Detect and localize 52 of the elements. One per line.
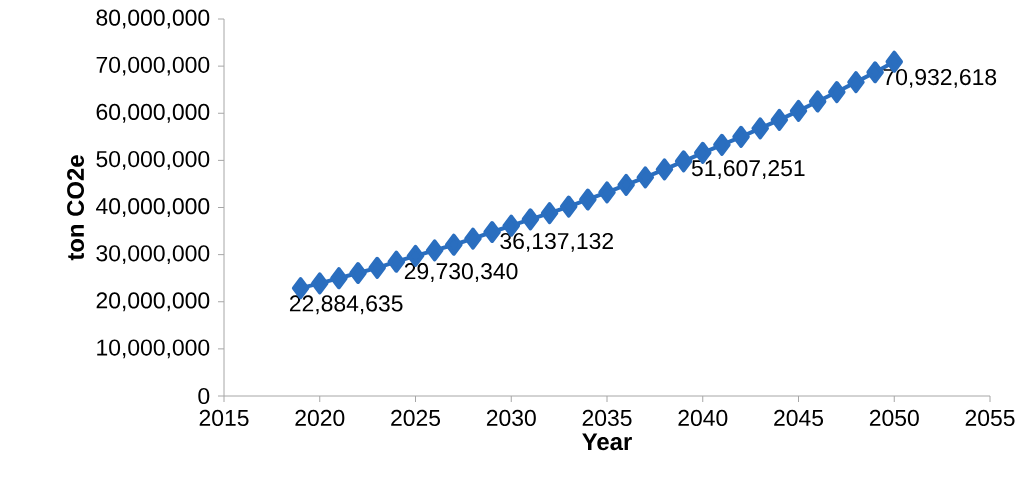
point xyxy=(655,158,674,181)
x-tick-label: 2025 xyxy=(391,409,441,427)
data-label: 29,730,340 xyxy=(404,263,518,283)
data-label: 70,932,618 xyxy=(883,68,997,88)
point xyxy=(387,250,406,273)
point xyxy=(598,181,616,204)
y-tick-label: 10,000,000 xyxy=(97,339,210,359)
point xyxy=(521,208,540,231)
point xyxy=(617,173,635,196)
point xyxy=(330,267,348,290)
point xyxy=(808,90,827,113)
point xyxy=(789,99,808,122)
point xyxy=(828,81,846,104)
point xyxy=(311,272,329,295)
data-label: 22,884,635 xyxy=(289,295,403,315)
point xyxy=(636,166,655,189)
point xyxy=(445,233,463,256)
x-tick-label: 2050 xyxy=(869,409,919,427)
point xyxy=(559,195,578,218)
y-tick-label: 50,000,000 xyxy=(96,150,210,170)
y-axis-title: ton CO2e xyxy=(67,155,85,261)
x-tick-label: 2015 xyxy=(199,409,249,427)
point xyxy=(713,133,731,156)
x-tick-label: 2035 xyxy=(582,409,632,427)
point xyxy=(674,150,693,173)
x-tick-label: 2020 xyxy=(295,409,345,427)
point xyxy=(540,202,559,225)
point xyxy=(483,221,501,244)
x-tick-label: 2030 xyxy=(486,409,536,427)
point xyxy=(464,227,482,250)
y-tick-label: 20,000,000 xyxy=(96,292,210,312)
y-tick-label: 80,000,000 xyxy=(96,9,210,29)
x-tick-label: 2055 xyxy=(965,409,1015,427)
data-label: 36,137,132 xyxy=(500,232,613,252)
point xyxy=(349,262,367,284)
point xyxy=(770,108,789,131)
y-tick-label: 40,000,000 xyxy=(96,198,210,217)
point xyxy=(847,71,865,94)
x-tick-label: 2045 xyxy=(774,409,824,427)
point xyxy=(751,117,769,140)
y-tick-label: 70,000,000 xyxy=(96,56,210,76)
data-label: 51,607,251 xyxy=(691,160,805,179)
point xyxy=(866,61,884,84)
x-axis-title: Year xyxy=(582,433,632,451)
y-tick-label: 30,000,000 xyxy=(96,245,210,265)
point xyxy=(425,239,444,262)
x-tick-label: 2040 xyxy=(678,409,728,427)
y-tick-label: 0 xyxy=(198,387,210,405)
y-tick-label: 60,000,000 xyxy=(96,103,210,123)
point xyxy=(579,188,597,211)
point xyxy=(368,256,386,279)
point xyxy=(732,125,750,148)
